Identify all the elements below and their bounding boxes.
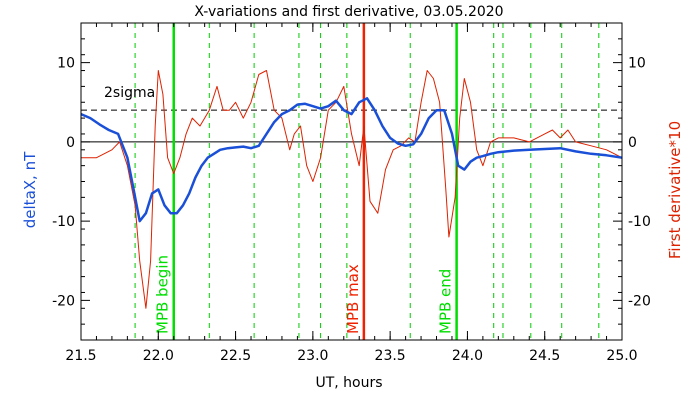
y-axis-label-left: deltaX, nT <box>21 151 39 228</box>
y-tick-label-right: -10 <box>628 214 651 230</box>
x-tick-label: 25.0 <box>606 348 637 364</box>
x-tick-label: 22.5 <box>220 348 251 364</box>
mpb-marker-label: MPB begin <box>154 255 172 334</box>
axes: 21.5 22.0 22.5 23.0 23.5 24.0 24.5 25.0 10 0 -10 -2… <box>52 22 651 364</box>
x-tick-label: 24.5 <box>529 348 560 364</box>
y-tick-label-right: 10 <box>628 56 646 72</box>
y-tick-label-left: -20 <box>52 293 75 309</box>
y-tick-label-right: -20 <box>628 293 651 309</box>
mpb-marker-label: MPB max <box>344 264 362 334</box>
x-tick-label: 23.0 <box>297 348 328 364</box>
x-tick-label: 22.0 <box>143 348 174 364</box>
x-axis-label: UT, hours <box>315 375 382 391</box>
deltax-series-line <box>80 97 623 223</box>
chart-title: X-variations and first derivative, 03.05… <box>194 4 503 20</box>
y-tick-label-left: 0 <box>66 135 75 151</box>
y-tick-label-left: -10 <box>52 214 75 230</box>
x-tick-label: 21.5 <box>65 348 96 364</box>
y-tick-label-left: 10 <box>57 56 75 72</box>
x-tick-label: 23.5 <box>375 348 406 364</box>
derivative-series-line <box>81 70 623 309</box>
x-tick-label: 24.0 <box>452 348 483 364</box>
vertical-guides: 2sigma MPB begin MPB max MPB end <box>81 23 622 340</box>
threshold-label: 2sigma <box>104 85 155 101</box>
y-axis-label-right: First derivative*10 <box>666 121 684 259</box>
series-lines <box>80 70 623 309</box>
y-tick-label-right: 0 <box>628 135 637 151</box>
mpb-marker-label: MPB end <box>437 269 455 334</box>
